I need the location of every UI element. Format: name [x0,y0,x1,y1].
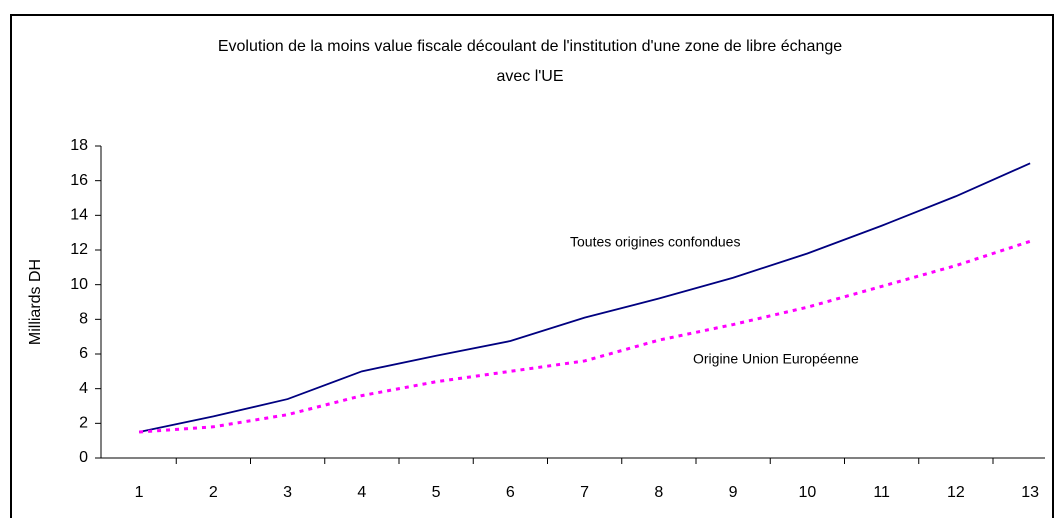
y-tick-label: 14 [70,207,88,224]
x-tick-label: 1 [135,484,144,501]
y-tick-label: 6 [79,345,88,362]
x-tick-label: 9 [729,484,738,501]
y-tick-label: 16 [70,172,88,189]
y-tick-label: 10 [70,276,88,293]
y-axis-label: Milliards DH [27,259,44,345]
chart-title: Evolution de la moins value fiscale déco… [218,38,842,55]
y-tick-label: 12 [70,241,88,258]
x-tick-label: 3 [283,484,292,501]
x-tick-label: 7 [580,484,589,501]
x-tick-label: 11 [873,484,890,501]
x-tick-label: 5 [432,484,441,501]
series-label: Toutes origines confondues [570,234,740,250]
x-tick-label: 13 [1021,484,1039,501]
y-tick-label: 18 [70,137,88,154]
x-tick-label: 2 [209,484,218,501]
x-tick-label: 4 [357,484,366,501]
chart-frame [10,14,1054,518]
series-line [139,239,1031,434]
x-tick-label: 8 [654,484,663,501]
chart-title: avec l'UE [496,68,563,85]
x-tick-label: 6 [506,484,515,501]
series-line [138,162,1031,433]
y-tick-label: 0 [79,449,88,466]
series-label: Origine Union Européenne [693,351,859,367]
x-tick-label: 12 [947,484,965,501]
y-tick-label: 2 [79,415,88,432]
x-tick-label: 10 [798,484,816,501]
y-tick-label: 4 [79,380,88,397]
y-tick-label: 8 [79,311,88,328]
